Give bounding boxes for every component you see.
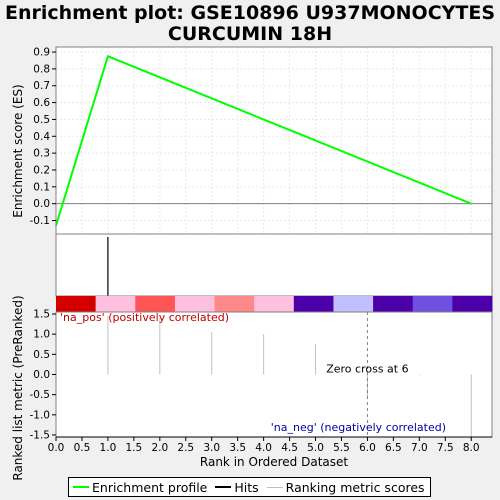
es-y-tick-label: 0.4: [33, 131, 50, 143]
es-y-tick-label: 0.9: [33, 47, 50, 59]
plot-title-line-2: CURCUMIN 18H: [168, 23, 332, 45]
x-tick-label: 5.0: [307, 442, 324, 454]
x-tick-label: 3.5: [229, 442, 246, 454]
es-y-ticks: -0.1 0.0 0.1 0.2 0.3 0.4 0.5 0.6 0.7 0.8 0.9: [30, 47, 56, 227]
x-tick-label: 0.5: [74, 442, 91, 454]
heatmap-cell: [452, 296, 493, 312]
heatmap-cell: [373, 296, 414, 312]
x-tick-label: 7.0: [411, 442, 428, 454]
legend-label-ranking-metric: Ranking metric scores: [285, 479, 425, 495]
metric-y-axis-label: Ranked list metric (PreRanked): [11, 295, 25, 480]
heatmap-cell: [56, 296, 97, 312]
heatmap-cell: [293, 296, 334, 312]
es-y-tick-label: 0.7: [33, 80, 50, 92]
x-tick-label: 3.0: [203, 442, 220, 454]
x-tick-label: 5.5: [333, 442, 350, 454]
enrichment-profile-line: [55, 54, 472, 226]
es-y-tick-label: 0.8: [33, 63, 50, 75]
es-y-axis-label: Enrichment score (ES): [11, 84, 25, 217]
metric-y-tick-label: 0.5: [33, 349, 50, 361]
legend-swatch-ranking-metric: [266, 486, 283, 488]
hits-panel-background: [56, 234, 492, 296]
metric-y-ticks: -1.5 -1.0 -0.5 0.0 0.5 1.0 1.5: [30, 309, 56, 441]
x-tick-label: 6.0: [359, 442, 376, 454]
x-ticks: 0.0 0.5 1.0 1.5 2.0 2.5 3.0 3.5 4.0 4.5 5.0 5.5 6.0 6…: [48, 436, 492, 454]
x-tick-label: 2.0: [151, 442, 168, 454]
metric-y-tick-label: 0.0: [33, 369, 50, 381]
x-tick-label: 8.0: [463, 442, 480, 454]
ranking-heatmap: [56, 296, 493, 312]
legend-swatch-hits: [215, 486, 232, 488]
es-y-tick-label: 0.5: [33, 114, 50, 126]
x-axis-label: Rank in Ordered Dataset: [200, 455, 348, 469]
es-y-tick-label: 0.6: [33, 97, 50, 109]
x-tick-label: 4.0: [255, 442, 272, 454]
zero-cross-label: Zero cross at 6: [326, 363, 408, 376]
es-panel-background: [56, 47, 492, 234]
x-tick-label: 1.0: [100, 442, 117, 454]
es-y-tick-label: 0.1: [33, 181, 50, 193]
es-y-tick-label: 0.2: [33, 164, 50, 176]
x-tick-label: 1.5: [126, 442, 143, 454]
negative-correlation-label: 'na_neg' (negatively correlated): [271, 421, 446, 434]
x-tick-label: 7.5: [437, 442, 454, 454]
heatmap-cell: [95, 296, 136, 312]
metric-y-tick-label: -1.0: [30, 409, 51, 421]
heatmap-cell: [333, 296, 374, 312]
legend-item-ranking-metric: Ranking metric scores: [266, 479, 425, 495]
heatmap-cell: [214, 296, 255, 312]
metric-y-tick-label: 1.0: [33, 329, 50, 341]
heatmap-cell: [254, 296, 295, 312]
heatmap-cell: [174, 296, 216, 312]
heatmap-cell: [412, 296, 453, 312]
x-tick-label: 0.0: [48, 442, 65, 454]
metric-y-tick-label: -0.5: [30, 389, 51, 401]
legend-item-enrichment-profile: Enrichment profile: [73, 480, 207, 495]
plot-title-line-1: Enrichment plot: GSE10896 U937MONOCYTES: [5, 2, 495, 24]
x-tick-label: 6.5: [385, 442, 402, 454]
x-tick-label: 2.5: [177, 442, 194, 454]
metric-y-tick-label: 1.5: [33, 309, 50, 321]
metric-y-tick-label: -1.5: [30, 429, 51, 441]
es-grid: [55, 47, 492, 234]
x-tick-label: 4.5: [281, 442, 298, 454]
es-y-tick-label: -0.1: [30, 215, 51, 227]
legend-label-enrichment-profile: Enrichment profile: [92, 479, 208, 495]
legend-item-hits: Hits: [215, 479, 259, 495]
positive-correlation-label: 'na_pos' (positively correlated): [60, 311, 229, 324]
legend: Enrichment profile Hits Ranking metric s…: [68, 477, 431, 497]
es-y-tick-label: 0.3: [33, 148, 50, 160]
heatmap-cell: [135, 296, 176, 312]
es-y-tick-label: 0.0: [33, 198, 50, 210]
legend-label-hits: Hits: [234, 479, 259, 495]
legend-swatch-enrichment-profile: [73, 486, 89, 488]
metric-panel-background: [56, 312, 492, 437]
